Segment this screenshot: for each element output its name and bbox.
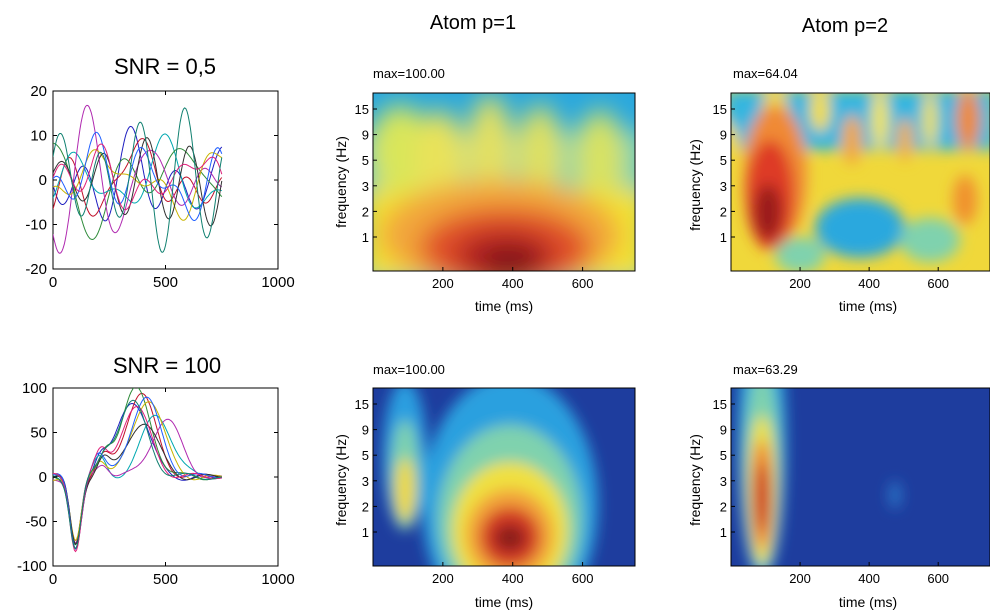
x-tick-label: 0 bbox=[49, 571, 57, 588]
x-axis-label: time (ms) bbox=[475, 594, 533, 610]
x-tick-label: 400 bbox=[858, 276, 880, 291]
tf-ticks: 200 400 600 15 9 5 3 2 1 bbox=[355, 102, 594, 291]
tf-map-snr05-p1: max=100.00 200 400 600 15 9 5 3 2 1 time (ms) fr… bbox=[333, 66, 636, 314]
tf-axes-box bbox=[372, 92, 636, 272]
x-tick-label: 0 bbox=[49, 274, 57, 291]
y-tick-label: 9 bbox=[720, 128, 727, 143]
y-tick-label: -10 bbox=[25, 217, 47, 234]
y-tick-label: -50 bbox=[25, 514, 47, 531]
y-tick-label: 5 bbox=[720, 448, 727, 463]
y-tick-label: 1 bbox=[720, 230, 727, 245]
signal-plot-snr-05: SNR = 0,5 0 500 1000 20 10 0 -10 -20 bbox=[25, 54, 294, 291]
y-tick-label: 9 bbox=[362, 423, 369, 438]
x-axis-label: time (ms) bbox=[475, 298, 533, 314]
y-tick-label: 5 bbox=[720, 153, 727, 168]
y-tick-label: 3 bbox=[362, 474, 369, 489]
y-tick-label: 20 bbox=[30, 83, 47, 100]
y-tick-label: -100 bbox=[17, 558, 47, 575]
y-tick-label: 3 bbox=[720, 179, 727, 194]
y-tick-label: 3 bbox=[362, 179, 369, 194]
y-axis-label: frequency (Hz) bbox=[687, 139, 703, 231]
y-tick-label: 5 bbox=[362, 448, 369, 463]
x-tick-label: 1000 bbox=[261, 274, 294, 291]
signal-trace bbox=[53, 142, 223, 241]
tf-map-snr05-p2: max=64.04 200 400 bbox=[687, 66, 990, 314]
y-tick-label: 1 bbox=[362, 230, 369, 245]
tf-axes-box bbox=[730, 387, 990, 567]
x-tick-label: 200 bbox=[789, 571, 811, 586]
y-tick-label: -20 bbox=[25, 261, 47, 278]
signal-axes-box bbox=[52, 387, 279, 567]
max-label: max=63.29 bbox=[733, 362, 798, 377]
tf-ticks: 200 400 600 15 9 5 3 2 1 bbox=[713, 397, 950, 586]
signal-title-snr-100: SNR = 100 bbox=[113, 353, 221, 378]
y-tick-label: 2 bbox=[362, 204, 369, 219]
x-tick-label: 500 bbox=[153, 274, 178, 291]
signal-title-snr-05: SNR = 0,5 bbox=[114, 54, 216, 79]
tf-axes-box bbox=[372, 387, 636, 567]
column-title-atom-p1: Atom p=1 bbox=[430, 12, 516, 34]
y-tick-label: 2 bbox=[720, 204, 727, 219]
x-tick-label: 500 bbox=[153, 571, 178, 588]
tf-ticks: 200 400 600 15 9 5 3 2 1 bbox=[355, 397, 594, 586]
y-tick-label: 1 bbox=[362, 525, 369, 540]
signal-trace bbox=[53, 107, 223, 254]
x-tick-label: 600 bbox=[572, 276, 594, 291]
y-tick-label: 9 bbox=[720, 423, 727, 438]
signal-traces bbox=[53, 388, 222, 553]
signal-trace bbox=[53, 133, 222, 209]
y-tick-label: 15 bbox=[713, 102, 727, 117]
y-tick-label: 0 bbox=[39, 469, 47, 486]
tf-map-snr100-p2: max=63.29 200 400 600 15 9 5 3 2 1 time (ms) fre… bbox=[687, 362, 990, 610]
y-tick-label: 9 bbox=[362, 128, 369, 143]
y-tick-label: 10 bbox=[30, 128, 47, 145]
x-tick-label: 400 bbox=[858, 571, 880, 586]
column-title-atom-p2: Atom p=2 bbox=[802, 15, 888, 37]
y-tick-label: 100 bbox=[22, 380, 47, 397]
signal-traces bbox=[53, 104, 223, 254]
x-tick-label: 200 bbox=[432, 276, 454, 291]
tf-axes-box bbox=[730, 92, 990, 272]
y-tick-label: 0 bbox=[39, 172, 47, 189]
max-label: max=100.00 bbox=[373, 362, 445, 377]
x-axis-label: time (ms) bbox=[839, 594, 897, 610]
y-tick-label: 3 bbox=[720, 474, 727, 489]
y-axis-label: frequency (Hz) bbox=[333, 434, 349, 526]
y-tick-label: 2 bbox=[362, 499, 369, 514]
y-tick-label: 50 bbox=[30, 425, 47, 442]
x-tick-label: 400 bbox=[502, 571, 524, 586]
signal-ticks: 0 500 1000 20 10 0 -10 -20 bbox=[25, 83, 294, 291]
y-axis-label: frequency (Hz) bbox=[687, 434, 703, 526]
x-tick-label: 600 bbox=[927, 276, 949, 291]
max-label: max=64.04 bbox=[733, 66, 798, 81]
x-tick-label: 600 bbox=[572, 571, 594, 586]
y-tick-label: 15 bbox=[355, 102, 369, 117]
x-tick-label: 200 bbox=[789, 276, 811, 291]
y-tick-label: 15 bbox=[355, 397, 369, 412]
x-tick-label: 1000 bbox=[261, 571, 294, 588]
y-tick-label: 2 bbox=[720, 499, 727, 514]
y-tick-label: 5 bbox=[362, 153, 369, 168]
tf-map-snr100-p1: max=100.00 200 400 600 15 9 5 3 2 1 time (ms) fr… bbox=[333, 362, 636, 610]
y-axis-label: frequency (Hz) bbox=[333, 136, 349, 228]
x-tick-label: 400 bbox=[502, 276, 524, 291]
x-tick-label: 200 bbox=[432, 571, 454, 586]
signal-trace bbox=[53, 143, 223, 211]
x-tick-label: 600 bbox=[927, 571, 949, 586]
y-tick-label: 1 bbox=[720, 525, 727, 540]
x-axis-label: time (ms) bbox=[839, 298, 897, 314]
tf-ticks: 200 400 600 15 9 5 3 2 1 bbox=[713, 102, 950, 291]
max-label: max=100.00 bbox=[373, 66, 445, 81]
signal-trace bbox=[53, 131, 223, 222]
signal-trace bbox=[53, 399, 222, 550]
signal-trace bbox=[53, 149, 223, 221]
y-tick-label: 15 bbox=[713, 397, 727, 412]
